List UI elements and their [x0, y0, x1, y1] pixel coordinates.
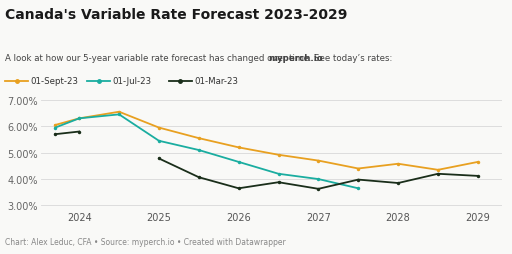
01-Sept-23 — [315, 160, 322, 163]
Text: Chart: Alex Leduc, CFA • Source: myperch.io • Created with Datawrapper: Chart: Alex Leduc, CFA • Source: myperch… — [5, 237, 286, 246]
01-Jul-23 — [156, 140, 162, 143]
01-Jul-23 — [355, 187, 361, 190]
01-Sept-23 — [196, 137, 202, 140]
01-Mar-23 — [52, 133, 58, 136]
01-Sept-23 — [76, 117, 82, 120]
Text: 01-Sept-23: 01-Sept-23 — [31, 77, 79, 86]
Line: 01-Sept-23: 01-Sept-23 — [54, 110, 480, 172]
Text: myperch.io: myperch.io — [269, 53, 324, 62]
01-Jul-23 — [275, 172, 282, 176]
01-Jul-23 — [315, 178, 322, 181]
Line: 01-Mar-23: 01-Mar-23 — [54, 130, 81, 136]
01-Sept-23 — [475, 161, 481, 164]
01-Mar-23 — [76, 131, 82, 134]
Text: 01-Mar-23: 01-Mar-23 — [195, 77, 239, 86]
Text: 01-Jul-23: 01-Jul-23 — [113, 77, 152, 86]
01-Jul-23 — [116, 113, 122, 116]
01-Sept-23 — [355, 167, 361, 170]
Text: A look at how our 5-year variable rate forecast has changed over time. See today: A look at how our 5-year variable rate f… — [5, 53, 395, 62]
01-Sept-23 — [435, 169, 441, 172]
01-Sept-23 — [236, 146, 242, 149]
Text: Canada's Variable Rate Forecast 2023-2029: Canada's Variable Rate Forecast 2023-202… — [5, 8, 348, 22]
01-Sept-23 — [275, 154, 282, 157]
01-Sept-23 — [116, 111, 122, 114]
01-Jul-23 — [76, 117, 82, 120]
01-Sept-23 — [52, 124, 58, 127]
01-Jul-23 — [52, 126, 58, 130]
01-Jul-23 — [196, 149, 202, 152]
Line: 01-Jul-23: 01-Jul-23 — [54, 113, 360, 190]
01-Sept-23 — [395, 163, 401, 166]
01-Jul-23 — [236, 161, 242, 164]
01-Sept-23 — [156, 126, 162, 130]
